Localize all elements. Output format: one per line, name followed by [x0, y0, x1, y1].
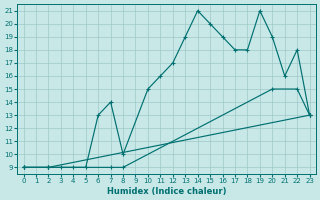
- X-axis label: Humidex (Indice chaleur): Humidex (Indice chaleur): [107, 187, 226, 196]
